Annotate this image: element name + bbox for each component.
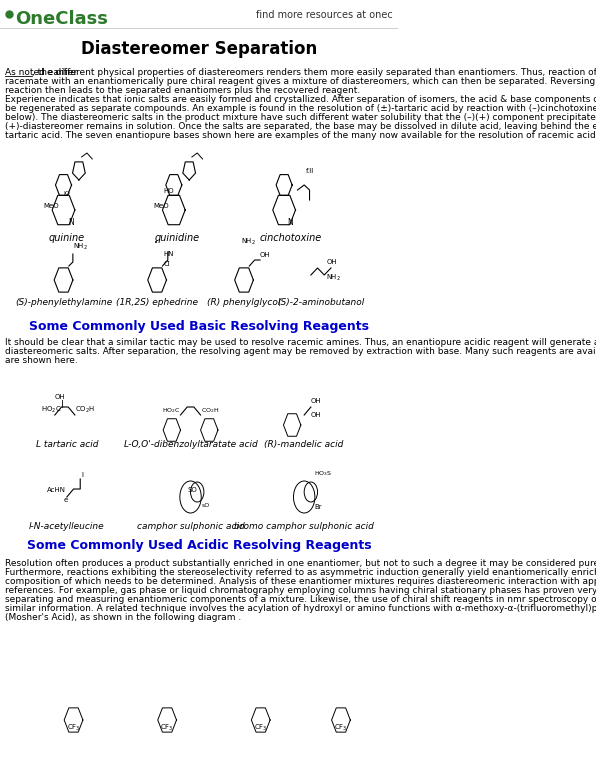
Text: N: N: [68, 218, 74, 227]
Text: OH: OH: [55, 394, 66, 400]
Text: quinine: quinine: [49, 233, 85, 243]
Text: Some Commonly Used Acidic Resolving Reagents: Some Commonly Used Acidic Resolving Reag…: [27, 539, 371, 552]
Text: NH$_2$: NH$_2$: [241, 237, 256, 247]
Text: Diastereomer Separation: Diastereomer Separation: [81, 40, 317, 58]
Text: Br: Br: [314, 504, 322, 510]
Text: are shown here.: are shown here.: [5, 356, 78, 365]
Text: Furthermore, reactions exhibiting the stereoselectivity referred to as asymmetri: Furthermore, reactions exhibiting the st…: [5, 568, 596, 577]
Text: (R) phenylglycol: (R) phenylglycol: [207, 298, 281, 307]
Text: NH$_2$: NH$_2$: [326, 273, 341, 283]
Text: be regenerated as separate compounds. An example is found in the resolution of (: be regenerated as separate compounds. An…: [5, 104, 596, 113]
Text: As noted earlier: As noted earlier: [5, 68, 77, 77]
Text: similar information. A related technique involves the acylation of hydroxyl or a: similar information. A related technique…: [5, 604, 596, 613]
Text: tartaric acid. The seven enantiopure bases shown here are examples of the many n: tartaric acid. The seven enantiopure bas…: [5, 131, 596, 140]
Text: N: N: [287, 218, 293, 227]
Text: CO$_2$H: CO$_2$H: [75, 405, 95, 416]
Text: IO: IO: [64, 191, 70, 196]
Text: quinidine: quinidine: [154, 233, 200, 243]
Text: (Mosher's Acid), as shown in the following diagram .: (Mosher's Acid), as shown in the followi…: [5, 613, 241, 622]
Text: (S)-2-aminobutanol: (S)-2-aminobutanol: [277, 298, 365, 307]
Text: •: •: [154, 240, 158, 246]
Text: Experience indicates that ionic salts are easily formed and crystallized. After : Experience indicates that ionic salts ar…: [5, 95, 596, 104]
Text: Some Commonly Used Basic Resolving Reagents: Some Commonly Used Basic Resolving Reage…: [29, 320, 370, 333]
Text: HO: HO: [164, 188, 175, 194]
Text: OH: OH: [260, 252, 271, 258]
Text: HO$_2$C: HO$_2$C: [163, 406, 181, 415]
Text: OH: OH: [326, 259, 337, 265]
Text: separating and measuring enantiomeric components of a mixture. Likewise, the use: separating and measuring enantiomeric co…: [5, 595, 596, 604]
Text: CF$_3$: CF$_3$: [160, 723, 174, 733]
Text: HN: HN: [164, 251, 174, 257]
Text: cinchotoxine: cinchotoxine: [260, 233, 322, 243]
Text: references. For example, gas phase or liquid chromatography employing columns ha: references. For example, gas phase or li…: [5, 586, 596, 595]
Text: It should be clear that a similar tactic may be used to resolve racemic amines. : It should be clear that a similar tactic…: [5, 338, 596, 347]
Text: camphor sulphonic acid: camphor sulphonic acid: [136, 522, 244, 531]
Text: CF$_3$: CF$_3$: [254, 723, 268, 733]
Text: f.ll: f.ll: [306, 168, 313, 174]
Text: sO: sO: [201, 503, 209, 508]
Text: MeO: MeO: [154, 203, 169, 209]
Text: find more resources at onec: find more resources at onec: [256, 10, 393, 20]
Text: racemate with an enantiomerically pure chiral reagent gives a mixture of diaster: racemate with an enantiomerically pure c…: [5, 77, 596, 86]
Text: L tartaric acid: L tartaric acid: [36, 440, 98, 449]
Text: (R)-mandelic acid: (R)-mandelic acid: [265, 440, 344, 449]
Text: NH$_2$: NH$_2$: [73, 242, 88, 252]
Text: diastereomeric salts. After separation, the resolving agent may be removed by ex: diastereomeric salts. After separation, …: [5, 347, 596, 356]
Text: below). The diastereomeric salts in the product mixture have such different wate: below). The diastereomeric salts in the …: [5, 113, 596, 122]
Text: HO$_2$C: HO$_2$C: [42, 405, 62, 416]
Text: Cl: Cl: [164, 261, 170, 267]
Text: CF$_3$: CF$_3$: [67, 723, 80, 733]
Text: MeO: MeO: [44, 203, 59, 209]
Text: OH: OH: [311, 398, 321, 404]
Text: l-N-acetylleucine: l-N-acetylleucine: [29, 522, 105, 531]
Text: (S)-phenylethylamine: (S)-phenylethylamine: [15, 298, 112, 307]
Text: , the different physical properties of diastereomers renders them more easily se: , the different physical properties of d…: [32, 68, 596, 77]
Text: I: I: [82, 472, 83, 478]
Text: (+)-diastereomer remains in solution. Once the salts are separated, the base may: (+)-diastereomer remains in solution. On…: [5, 122, 596, 131]
Text: Resolution often produces a product substantially enriched in one enantiomer, bu: Resolution often produces a product subs…: [5, 559, 596, 568]
Text: composition of which needs to be determined. Analysis of these enantiomer mixtur: composition of which needs to be determi…: [5, 577, 596, 586]
Text: CO$_2$H: CO$_2$H: [201, 406, 219, 415]
Text: HO$_3$S: HO$_3$S: [314, 469, 333, 478]
Text: AcHN: AcHN: [47, 487, 66, 493]
Text: e: e: [64, 497, 68, 503]
Text: SO: SO: [187, 487, 197, 493]
Text: bromo camphor sulphonic acid: bromo camphor sulphonic acid: [234, 522, 374, 531]
Text: CF$_3$: CF$_3$: [334, 723, 348, 733]
Text: reaction then leads to the separated enantiomers plus the recovered reagent.: reaction then leads to the separated ena…: [5, 86, 361, 95]
Text: (1R,2S) ephedrine: (1R,2S) ephedrine: [116, 298, 198, 307]
Text: OH: OH: [311, 412, 321, 418]
Text: L-O,O'-dibenzolyltaratate acid: L-O,O'-dibenzolyltaratate acid: [123, 440, 257, 449]
Text: OneClass: OneClass: [15, 10, 108, 28]
